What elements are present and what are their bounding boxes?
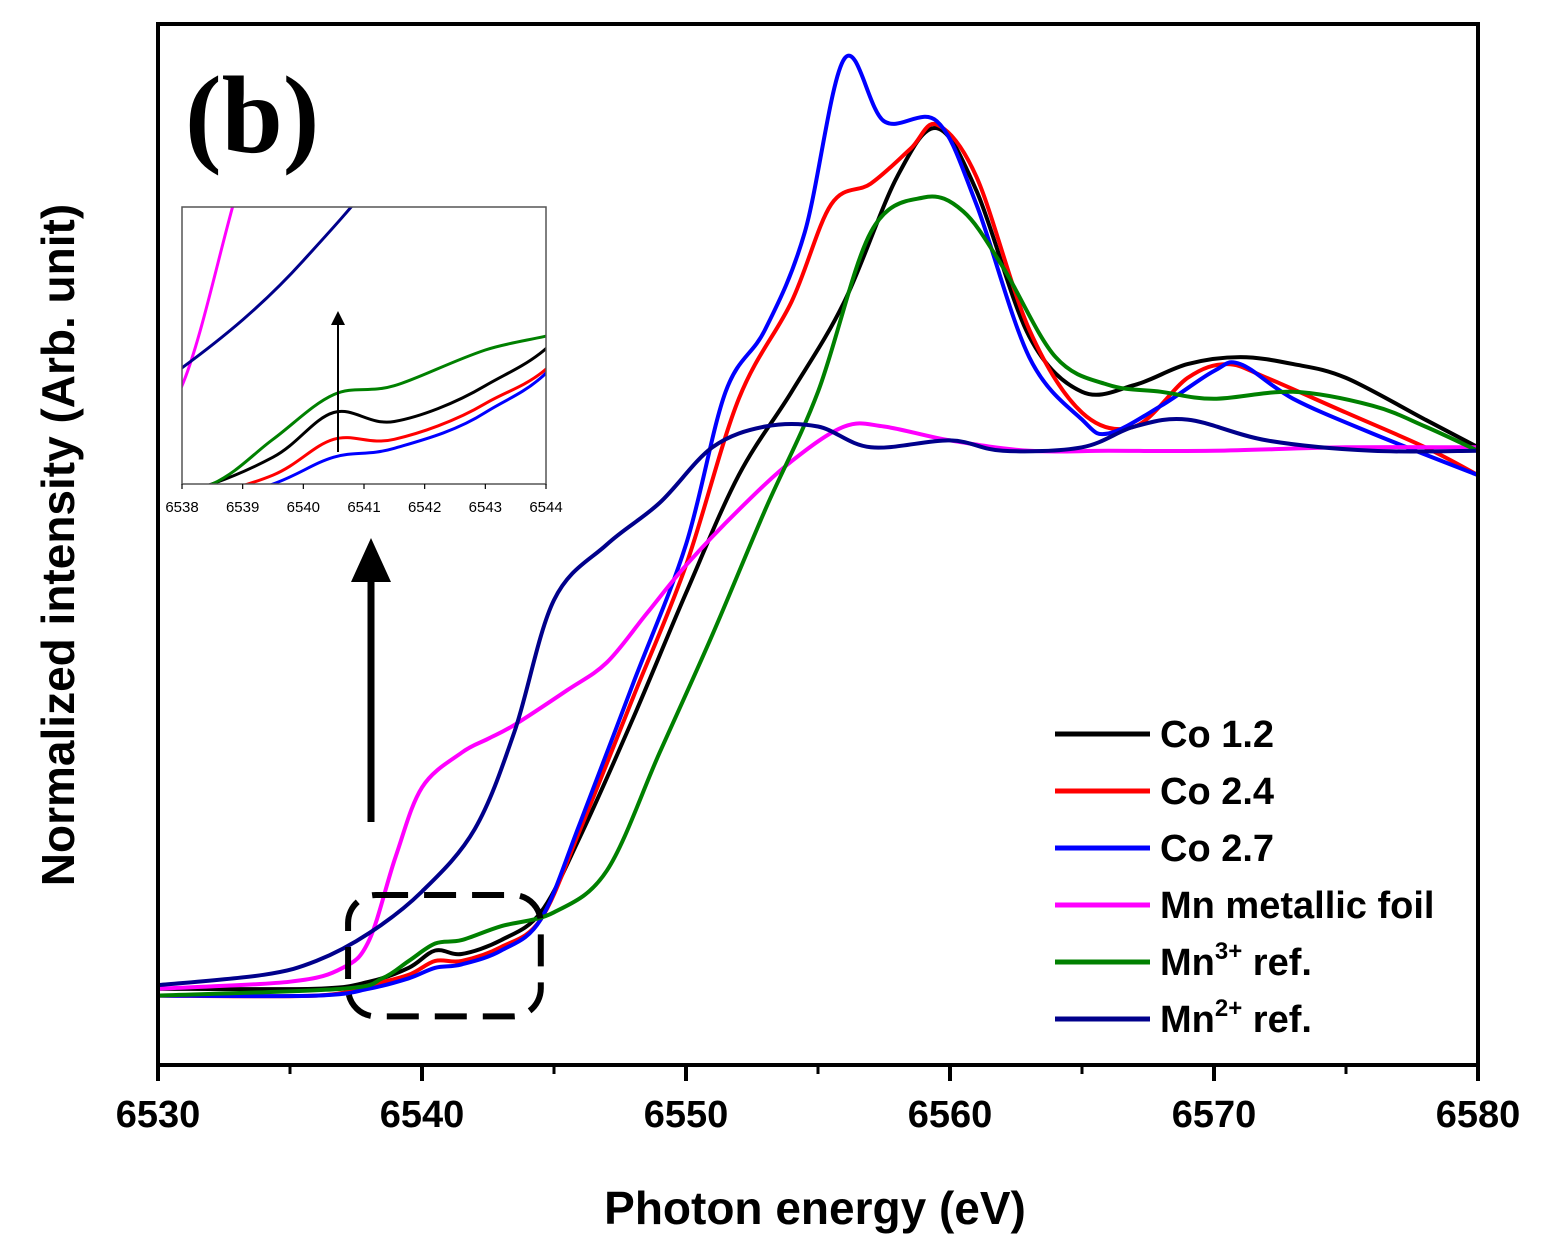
series-group (158, 53, 1478, 999)
inset-panel: 6538 6539 6540 6541 6542 6543 6544 (165, 206, 563, 516)
x-tick-label: 6550 (644, 1094, 729, 1136)
legend-label-mn2-ref: Mn2+ ref. (1160, 995, 1312, 1041)
panel-label: (b) (185, 54, 319, 176)
legend: Co 1.2 Co 2.4 Co 2.7 Mn metallic foil Mn3+ r… (1055, 714, 1434, 1041)
series-line-mn2-ref (158, 417, 1478, 988)
x-tick-label: 6570 (1172, 1094, 1257, 1136)
inset-x-tick-label: 6544 (529, 499, 562, 516)
legend-label-co-2-4: Co 2.4 (1160, 771, 1274, 813)
inset-series-group (182, 207, 546, 484)
inset-series-line-co-2-4 (243, 367, 546, 484)
y-axis-title: Normalized intensity (Arb. unit) (32, 204, 84, 886)
legend-label-mn3-ref: Mn3+ ref. (1160, 938, 1312, 984)
inset-x-tick-label: 6540 (287, 499, 320, 516)
inset-x-tick-label: 6541 (347, 499, 380, 516)
inset-x-tick-label: 6543 (469, 499, 502, 516)
inset-x-tick-label: 6539 (226, 499, 259, 516)
x-tick-label: 6530 (116, 1094, 201, 1136)
x-axis: 6530 6540 6550 6560 6570 6580 (116, 1065, 1521, 1136)
inset-series-line-mn-metallic-foil (182, 207, 235, 390)
series-line-co-2-4 (158, 121, 1478, 999)
legend-label-co-2-7: Co 2.7 (1160, 828, 1274, 870)
x-tick-label: 6540 (380, 1094, 465, 1136)
series-line-co-2-7 (158, 53, 1478, 999)
legend-label-co-1-2: Co 1.2 (1160, 714, 1274, 756)
inset-series-line-co-2-7 (268, 370, 546, 484)
inset-x-tick-label: 6542 (408, 499, 441, 516)
inset-x-axis: 6538 6539 6540 6541 6542 6543 6544 (165, 484, 563, 516)
inset-series-line-mn2-ref (182, 207, 354, 370)
zoom-arrow (351, 538, 391, 822)
x-tick-label: 6580 (1436, 1094, 1521, 1136)
inset-series-line-co-1-2 (207, 346, 546, 484)
inset-background (182, 207, 546, 484)
series-line-co-1-2 (158, 126, 1478, 992)
zoom-region-box (345, 891, 544, 1020)
series-line-mn3-ref (158, 194, 1478, 998)
legend-label-mn-metallic-foil: Mn metallic foil (1160, 885, 1434, 927)
inset-x-tick-label: 6538 (165, 499, 198, 516)
x-tick-label: 6560 (908, 1094, 993, 1136)
x-axis-title: Photon energy (eV) (604, 1182, 1026, 1234)
inset-series-line-mn3-ref (209, 334, 546, 484)
